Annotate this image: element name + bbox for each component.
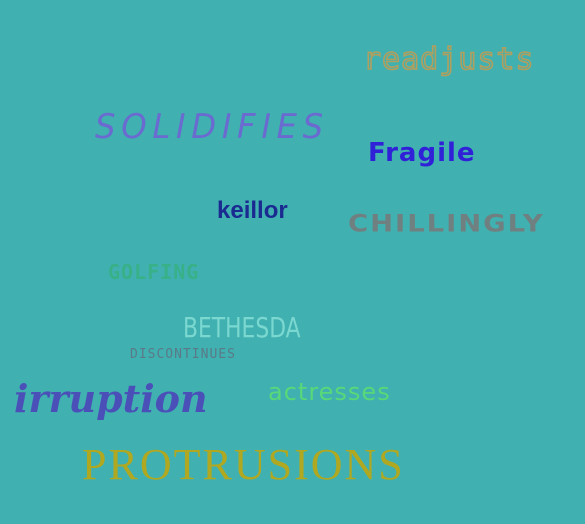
word-golfing: GOLFING (108, 260, 200, 284)
word-bethesda: BETHESDA (183, 311, 301, 344)
word-solidifies: SOLIDIFIES (95, 107, 329, 147)
word-actresses: actresses (268, 378, 391, 406)
word-protrusions: PROTRUSIONS (82, 440, 405, 489)
word-irruption: irruption (14, 376, 208, 421)
word-readjusts: readjusts (362, 42, 535, 77)
word-fragile: Fragile (368, 138, 476, 168)
word-discontinues: DISCONTINUES (130, 347, 236, 362)
word-chillingly: CHILLINGLY (348, 209, 545, 238)
word-keillor: keillor (217, 197, 288, 224)
